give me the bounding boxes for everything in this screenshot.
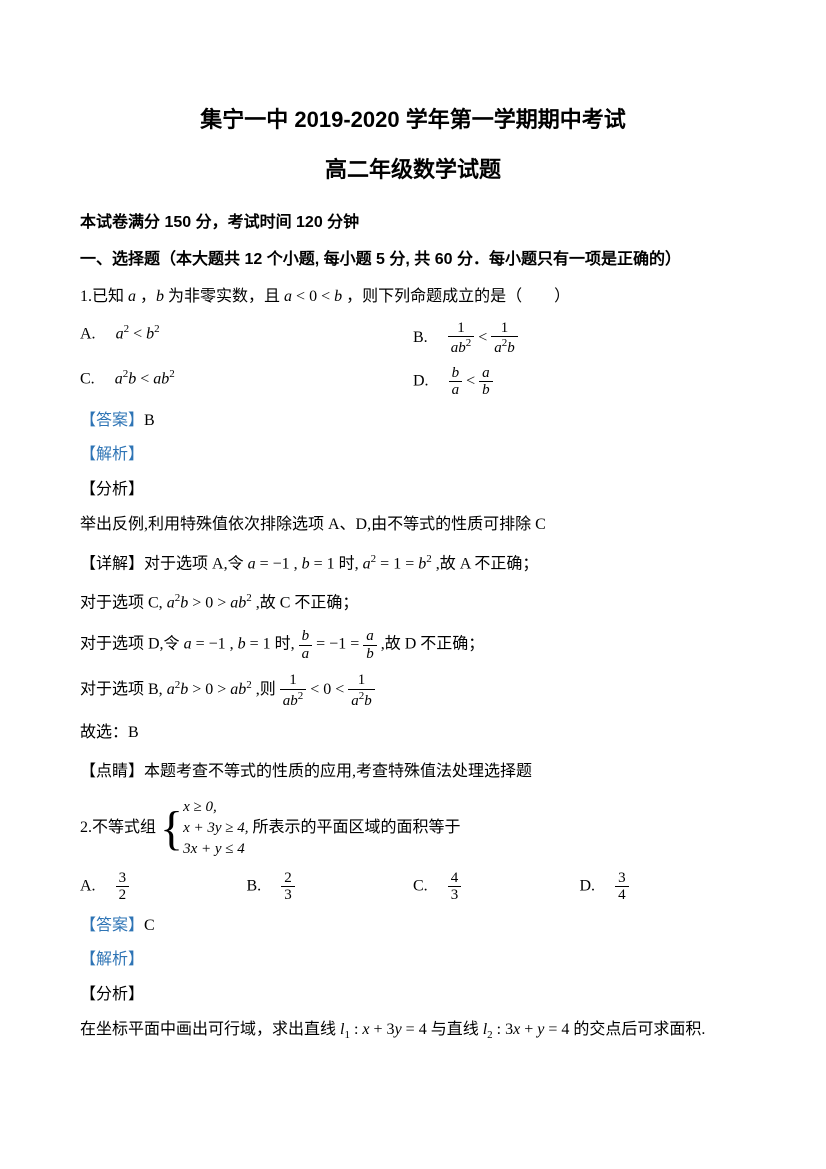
fenxi-2: 与直线 bbox=[431, 1021, 479, 1038]
optA-label: A. bbox=[80, 325, 112, 342]
q1-answer: 【答案】B bbox=[80, 407, 746, 436]
q1-optC: C. a2b < ab2 bbox=[80, 365, 413, 399]
detailA-1: 对于选项 A,令 bbox=[144, 555, 244, 572]
sys-line2: x + 3y ≥ 4, bbox=[183, 818, 248, 839]
answer-value: C bbox=[144, 917, 155, 934]
q2-optC: C. 43 bbox=[413, 870, 580, 904]
detailB-1: 对于选项 B, bbox=[80, 681, 163, 698]
title-main: 集宁一中 2019-2020 学年第一学期期中考试 bbox=[80, 100, 746, 140]
title-sub: 高二年级数学试题 bbox=[80, 150, 746, 190]
q1-detail-B: 对于选项 B, a2b > 0 > ab2 ,则 1ab2 < 0 < 1a2b bbox=[80, 672, 746, 709]
answer-label: 【答案】 bbox=[80, 917, 144, 934]
q2-answer: 【答案】C bbox=[80, 912, 746, 941]
detailC-2: ,故 C 不正确； bbox=[256, 594, 359, 611]
q1-analysis-label: 【解析】 bbox=[80, 441, 746, 470]
detailD-2: 时, bbox=[275, 636, 295, 653]
detailA-3: ,故 A 不正确； bbox=[436, 555, 539, 572]
fracC-num: 4 bbox=[448, 870, 462, 888]
q1-options-row2: C. a2b < ab2 D. ba < ab bbox=[80, 365, 746, 399]
q2-optA: A. 32 bbox=[80, 870, 247, 904]
q1-optA: A. a2 < b2 bbox=[80, 320, 413, 357]
fracD-den: 4 bbox=[615, 887, 629, 904]
q2-fenxi-label: 【分析】 bbox=[80, 981, 746, 1010]
optD-label: D. bbox=[580, 877, 612, 894]
exam-info: 本试卷满分 150 分，考试时间 120 分钟 bbox=[80, 209, 746, 238]
q1-optB: B. 1ab2 < 1a2b bbox=[413, 320, 746, 357]
optC-label: C. bbox=[80, 370, 111, 387]
q1-fenxi-text: 举出反例,利用特殊值依次排除选项 A、D,由不等式的性质可排除 C bbox=[80, 511, 746, 540]
q1-optD: D. ba < ab bbox=[413, 365, 746, 399]
fracD-num: 3 bbox=[615, 870, 629, 888]
detailB-2: ,则 bbox=[256, 681, 276, 698]
optC-label: C. bbox=[413, 877, 444, 894]
dianjing-label: 【点睛】 bbox=[80, 763, 144, 780]
q1-detail-C: 对于选项 C, a2b > 0 > ab2 ,故 C 不正确； bbox=[80, 589, 746, 618]
optA-label: A. bbox=[80, 877, 112, 894]
q2-optD: D. 34 bbox=[580, 870, 747, 904]
answer-label: 【答案】 bbox=[80, 412, 144, 429]
q1-stem-suffix: ，则下列命题成立的是（ ） bbox=[346, 288, 570, 305]
detailD-1: 对于选项 D,令 bbox=[80, 636, 180, 653]
q1-fenxi-label: 【分析】 bbox=[80, 476, 746, 505]
sys-line1: x ≥ 0, bbox=[183, 797, 248, 818]
q2-analysis-label: 【解析】 bbox=[80, 946, 746, 975]
dianjing-text: 本题考查不等式的性质的应用,考查特殊值法处理选择题 bbox=[144, 763, 532, 780]
q2-stem-prefix: 2.不等式组 bbox=[80, 819, 156, 836]
fracA-den: 2 bbox=[116, 887, 130, 904]
detailC-1: 对于选项 C, bbox=[80, 594, 163, 611]
q1-detail-D: 对于选项 D,令 a = −1 , b = 1 时, ba = −1 = ab … bbox=[80, 628, 746, 662]
detailD-3: ,故 D 不正确； bbox=[381, 636, 485, 653]
q2-options: A. 32 B. 23 C. 43 D. 34 bbox=[80, 870, 746, 904]
q2-stem-suffix: 所表示的平面区域的面积等于 bbox=[252, 819, 460, 836]
q2-system: { x ≥ 0, x + 3y ≥ 4, 3x + y ≤ 4 bbox=[160, 797, 248, 860]
q2-optB: B. 23 bbox=[247, 870, 414, 904]
detailA-2: 时, bbox=[339, 555, 359, 572]
optB-label: B. bbox=[413, 329, 444, 346]
q1-options-row1: A. a2 < b2 B. 1ab2 < 1a2b bbox=[80, 320, 746, 357]
fracC-den: 3 bbox=[448, 887, 462, 904]
fracB-den: 3 bbox=[281, 887, 295, 904]
detail-label: 【详解】 bbox=[80, 555, 144, 572]
sys-line3: 3x + y ≤ 4 bbox=[183, 839, 248, 860]
fenxi-3: 的交点后可求面积. bbox=[573, 1021, 705, 1038]
q1-stem-mid: 为非零实数，且 bbox=[168, 288, 280, 305]
q1-conclude: 故选：B bbox=[80, 719, 746, 748]
section-1-header: 一、选择题（本大题共 12 个小题, 每小题 5 分, 共 60 分．每小题只有… bbox=[80, 246, 746, 275]
optB-label: B. bbox=[247, 877, 278, 894]
q2-stem: 2.不等式组 { x ≥ 0, x + 3y ≥ 4, 3x + y ≤ 4 所… bbox=[80, 797, 746, 860]
fracA-num: 3 bbox=[116, 870, 130, 888]
optD-label: D. bbox=[413, 372, 445, 389]
q1-dianjing: 【点睛】本题考查不等式的性质的应用,考查特殊值法处理选择题 bbox=[80, 758, 746, 787]
q1-stem-prefix: 1.已知 bbox=[80, 288, 124, 305]
q2-fenxi-text: 在坐标平面中画出可行域，求出直线 l1 : x + 3y = 4 与直线 l2 … bbox=[80, 1016, 746, 1046]
q1-stem: 1.已知 a ，b 为非零实数，且 a < 0 < b ，则下列命题成立的是（ … bbox=[80, 283, 746, 312]
fenxi-1: 在坐标平面中画出可行域，求出直线 bbox=[80, 1021, 336, 1038]
fracB-num: 2 bbox=[281, 870, 295, 888]
answer-value: B bbox=[144, 412, 155, 429]
q1-detail-A: 【详解】对于选项 A,令 a = −1 , b = 1 时, a2 = 1 = … bbox=[80, 550, 746, 579]
